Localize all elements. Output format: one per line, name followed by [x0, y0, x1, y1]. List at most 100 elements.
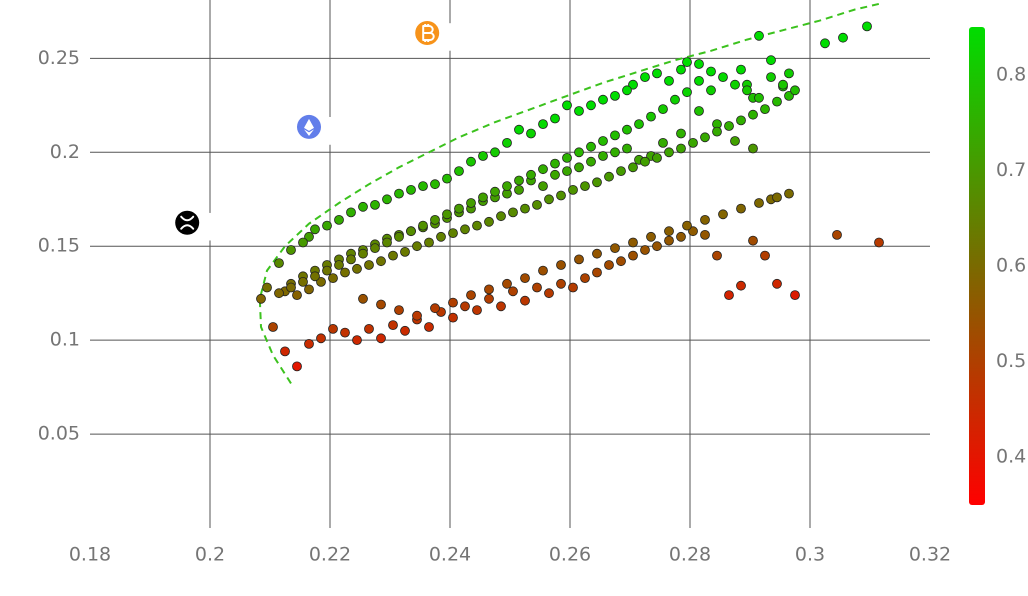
scatter-point — [466, 290, 476, 301]
scatter-point — [700, 132, 710, 143]
efficient-frontier-line — [258, 2, 880, 384]
bitcoin-glyph — [422, 23, 435, 42]
scatter-point — [430, 179, 440, 190]
scatter-point — [562, 166, 572, 177]
scatter-point — [724, 121, 734, 131]
scatter-point — [772, 96, 782, 107]
scatter-point — [736, 203, 746, 214]
scatter-point — [376, 333, 386, 344]
scatter-point — [418, 220, 428, 231]
scatter-point — [304, 231, 314, 242]
scatter-point — [700, 229, 710, 240]
scatter-point — [298, 276, 308, 287]
scatter-point — [454, 166, 464, 177]
scatter-point — [580, 273, 590, 284]
x-tick-label: 0.3 — [795, 544, 825, 566]
colorbar-tick-label: 0.7 — [996, 159, 1026, 181]
scatter-point — [412, 241, 422, 252]
scatter-point — [442, 173, 452, 184]
scatter-point — [562, 100, 572, 111]
scatter-point — [640, 156, 650, 167]
x-tick-label: 0.22 — [309, 544, 351, 566]
scatter-point — [292, 361, 302, 372]
x-tick-label: 0.28 — [669, 544, 711, 566]
scatter-point — [784, 188, 794, 199]
scatter-point — [778, 79, 788, 90]
scatter-point — [358, 293, 368, 304]
scatter-point — [754, 198, 764, 208]
y-tick-label: 0.2 — [50, 141, 80, 163]
scatter-point — [388, 320, 398, 331]
colorbar-tick-label: 0.5 — [996, 350, 1026, 372]
scatter-point — [652, 68, 662, 79]
bitcoin-icon — [411, 20, 480, 51]
scatter-point — [610, 147, 620, 158]
scatter-point — [676, 143, 686, 154]
scatter-point — [382, 194, 392, 205]
scatter-point — [634, 119, 644, 129]
scatter-point — [694, 59, 704, 69]
scatter-point — [514, 184, 524, 195]
scatter-point — [544, 288, 554, 299]
ethereum-glyph-top — [304, 118, 314, 131]
scatter-point — [448, 228, 458, 239]
scatter-point — [502, 137, 512, 148]
scatter-point — [820, 38, 830, 49]
scatter-point — [538, 181, 548, 192]
scatter-point — [682, 57, 692, 67]
scatter-point — [562, 152, 572, 163]
scatter-point — [628, 250, 638, 261]
scatter-point — [766, 72, 776, 82]
scatter-point — [358, 248, 368, 259]
scatter-point — [688, 226, 698, 237]
scatter-point — [784, 91, 794, 101]
scatter-point — [454, 203, 464, 214]
scatter-point — [478, 192, 488, 203]
scatter-point — [682, 87, 692, 98]
scatter-point — [532, 282, 542, 293]
scatter-point — [400, 325, 410, 336]
scatter-point — [448, 312, 458, 323]
x-tick-label: 0.18 — [69, 544, 111, 566]
scatter-point — [724, 290, 734, 301]
x-tick-label: 0.26 — [549, 544, 591, 566]
scatter-point — [766, 55, 776, 66]
scatter-point — [472, 220, 482, 231]
scatter-point — [838, 32, 848, 43]
scatter-point — [310, 224, 320, 235]
scatter-point — [700, 214, 710, 225]
scatter-point — [334, 214, 344, 225]
colorbar-ticks: 0.4 0.5 0.6 0.7 0.8 — [996, 63, 1026, 467]
scatter-point — [532, 199, 542, 210]
ethereum-icon — [293, 114, 361, 145]
scatter-point — [490, 147, 500, 158]
scatter-point — [706, 85, 716, 96]
scatter-point — [712, 250, 722, 261]
scatter-point — [760, 104, 770, 114]
x-axis-ticks: 0.18 0.2 0.22 0.24 0.26 0.28 0.3 0.32 — [69, 544, 951, 566]
scatter-point — [592, 177, 602, 188]
scatter-point — [310, 271, 320, 282]
scatter-point — [466, 198, 476, 208]
scatter-point — [694, 76, 704, 86]
scatter-point — [418, 181, 428, 192]
scatter-point — [484, 284, 494, 295]
scatter-point — [484, 293, 494, 304]
scatter-point — [346, 254, 356, 265]
scatter-point — [490, 186, 500, 197]
scatter-point — [334, 260, 344, 270]
portfolio-points — [256, 21, 884, 372]
scatter-point — [628, 162, 638, 173]
scatter-point — [604, 171, 614, 182]
scatter-point — [574, 254, 584, 265]
scatter-point — [718, 72, 728, 82]
scatter-point — [832, 229, 842, 240]
scatter-point — [598, 94, 608, 105]
scatter-point — [484, 216, 494, 227]
scatter-point — [478, 151, 488, 161]
scatter-point — [442, 209, 452, 220]
scatter-point — [610, 91, 620, 101]
scatter-point — [556, 278, 566, 289]
